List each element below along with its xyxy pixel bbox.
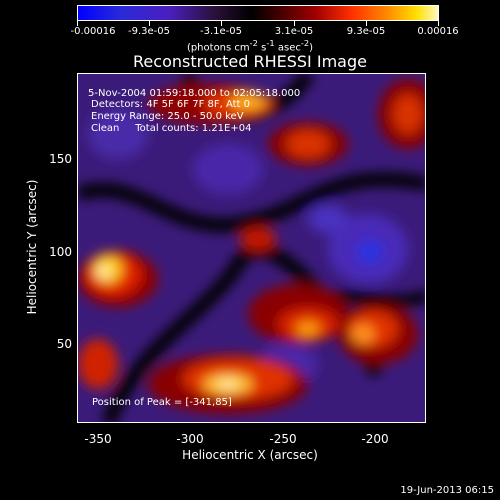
y-tick-label: 150 xyxy=(49,152,72,166)
colorbar-tick xyxy=(366,21,367,26)
x-tick-label: -300 xyxy=(176,432,204,446)
colorbar-tick xyxy=(294,21,295,26)
colorbar-label: 0.00016 xyxy=(417,26,459,37)
y-axis-label: Heliocentric Y (arcsec) xyxy=(25,179,39,315)
y-tick-label: 100 xyxy=(49,245,72,259)
x-tick-label: -350 xyxy=(84,432,112,446)
colorbar-tick xyxy=(438,21,439,26)
colorbar-label: 3.1e-05 xyxy=(274,26,314,37)
rhessi-image: 5-Nov-2004 01:59:18.000 to 02:05:18.000 … xyxy=(77,73,426,423)
image-heatmap xyxy=(78,74,425,422)
colorbar-label: -9.3e-05 xyxy=(128,26,170,37)
colorbar-label: 9.3e-05 xyxy=(346,26,386,37)
energy-range: Energy Range: 25.0 - 50.0 keV xyxy=(91,111,244,122)
time-range: 5-Nov-2004 01:59:18.000 to 02:05:18.000 xyxy=(88,88,301,99)
colorbar-label: -3.1e-05 xyxy=(200,26,242,37)
colorbar xyxy=(77,5,439,21)
peak-position: Position of Peak = [-341,85] xyxy=(92,397,232,408)
clean-counts: Clean Total counts: 1.21E+04 xyxy=(91,123,252,134)
y-tick-label: 50 xyxy=(56,337,72,351)
generation-timestamp: 19-Jun-2013 06:15 xyxy=(400,485,494,496)
image-title: Reconstructed RHESSI Image xyxy=(133,52,367,71)
detectors-info: Detectors: 4F 5F 6F 7F 8F, Att 0 xyxy=(91,99,251,110)
x-tick-label: -200 xyxy=(361,432,389,446)
colorbar-label: -0.00016 xyxy=(70,26,116,37)
x-axis-label: Heliocentric X (arcsec) xyxy=(182,448,318,462)
colorbar-tick xyxy=(221,21,222,26)
colorbar-tick xyxy=(77,21,78,26)
colorbar-tick xyxy=(149,21,150,26)
colorbar-unit: (photons cm-2 s-1 asec-2) xyxy=(186,38,314,54)
x-tick-label: -250 xyxy=(269,432,297,446)
